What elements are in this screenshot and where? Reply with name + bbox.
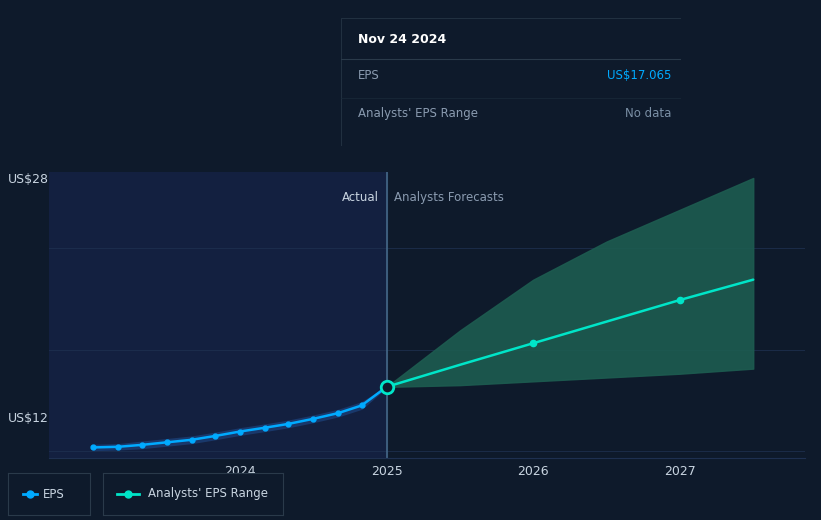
Text: Analysts' EPS Range: Analysts' EPS Range	[148, 488, 268, 500]
Text: EPS: EPS	[358, 69, 379, 82]
Text: US$17.065: US$17.065	[607, 69, 672, 82]
Text: Analysts' EPS Range: Analysts' EPS Range	[358, 107, 478, 120]
Text: EPS: EPS	[43, 488, 64, 500]
Text: Actual: Actual	[342, 191, 379, 204]
Bar	[49, 172, 387, 458]
Text: Nov 24 2024: Nov 24 2024	[358, 33, 446, 46]
Text: Analysts Forecasts: Analysts Forecasts	[394, 191, 504, 204]
Text: US$28: US$28	[8, 173, 49, 186]
Text: US$12: US$12	[8, 412, 49, 425]
Text: No data: No data	[625, 107, 672, 120]
